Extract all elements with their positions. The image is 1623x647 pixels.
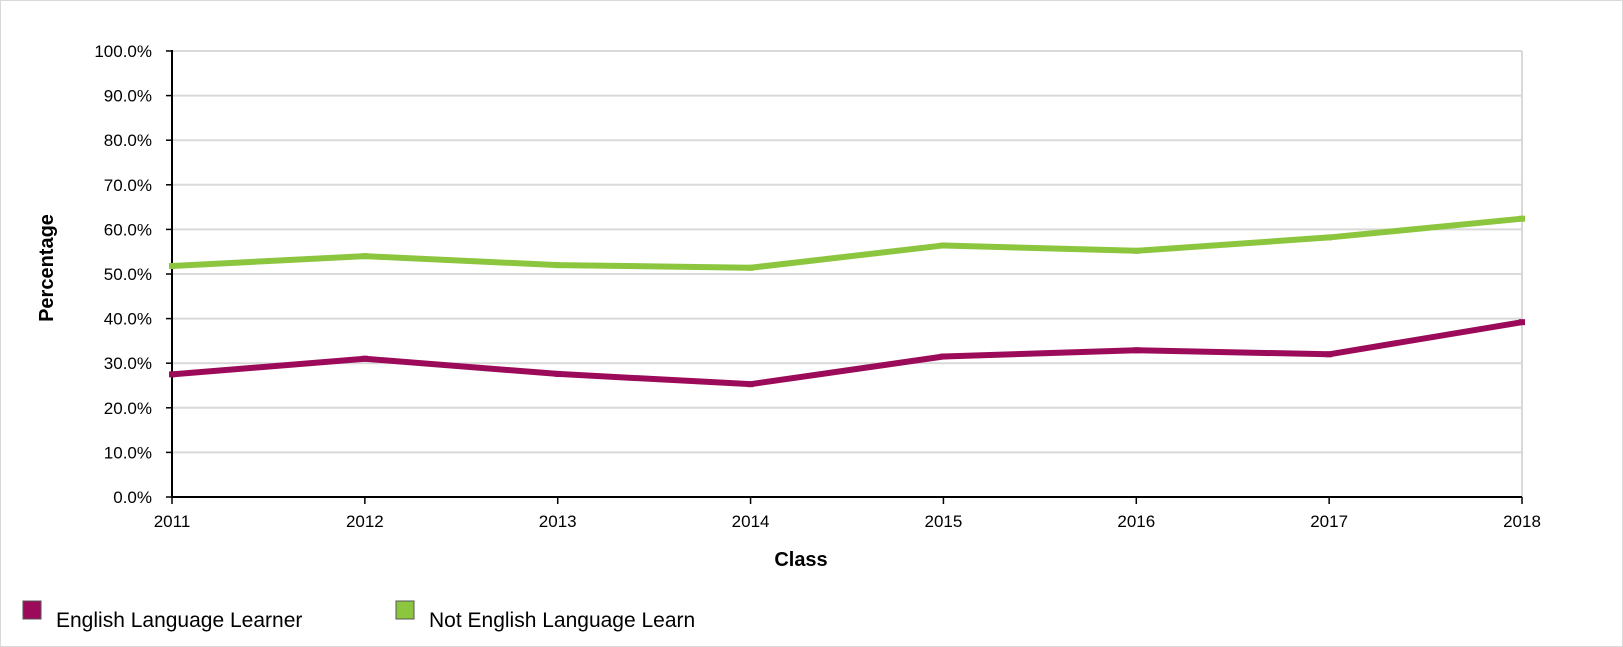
- data-point: [361, 355, 368, 362]
- data-point: [169, 262, 175, 269]
- data-point: [1133, 347, 1140, 354]
- data-point: [1133, 247, 1140, 254]
- y-tick-label: 80.0%: [104, 131, 152, 150]
- data-point: [747, 264, 754, 271]
- legend-label: Not English Language Learn: [429, 609, 695, 632]
- data-point: [1519, 215, 1525, 222]
- y-tick-label: 100.0%: [94, 42, 152, 61]
- y-tick-label: 70.0%: [104, 176, 152, 195]
- legend: English Language Learner Not English Lang…: [22, 600, 695, 632]
- legend-swatch: [22, 600, 42, 620]
- x-tick-label: 2017: [1310, 512, 1348, 531]
- data-point: [940, 242, 947, 249]
- x-tick-label: 2016: [1117, 512, 1155, 531]
- x-tick-label: 2014: [732, 512, 770, 531]
- data-point: [1326, 351, 1333, 358]
- y-tick-label: 10.0%: [104, 443, 152, 462]
- y-axis-title: Percentage: [36, 214, 58, 322]
- y-tick-label: 40.0%: [104, 310, 152, 329]
- y-tick-label: 60.0%: [104, 220, 152, 239]
- y-tick-label: 90.0%: [104, 87, 152, 106]
- x-tick-label: 2013: [539, 512, 577, 531]
- data-point: [1326, 234, 1333, 241]
- data-point: [1519, 319, 1525, 326]
- data-point: [169, 371, 175, 378]
- series-line-0: [171, 319, 1523, 388]
- series-lines: [169, 215, 1525, 388]
- x-tick-label: 2018: [1503, 512, 1541, 531]
- grid-lines: [172, 50, 1523, 497]
- x-axis-title: Class: [774, 549, 827, 571]
- x-tick-label: 2011: [154, 512, 191, 531]
- legend-item: English Language Learner: [22, 600, 302, 632]
- y-tick-label: 20.0%: [104, 399, 152, 418]
- data-point: [361, 253, 368, 260]
- y-tick-label: 0.0%: [113, 488, 152, 507]
- data-point: [747, 381, 754, 388]
- series-line-1: [171, 215, 1523, 271]
- data-point: [554, 370, 561, 377]
- y-tick-label: 30.0%: [104, 354, 152, 373]
- x-tick-label: 2012: [346, 512, 384, 531]
- data-point: [940, 353, 947, 360]
- legend-item: Not English Language Learn: [395, 600, 695, 632]
- y-tick-labels: 0.0% 10.0% 20.0% 30.0% 40.0% 50.0% 60.0% 70.0% 8…: [94, 42, 152, 507]
- legend-swatch: [395, 600, 415, 620]
- data-point: [554, 262, 561, 269]
- y-tick-label: 50.0%: [104, 265, 152, 284]
- axes: [166, 50, 1523, 504]
- x-tick-labels: 2011 2012 2013 2014 2015 2016 2017 2018: [154, 512, 1541, 531]
- legend-label: English Language Learner: [56, 609, 302, 632]
- x-tick-label: 2015: [925, 512, 963, 531]
